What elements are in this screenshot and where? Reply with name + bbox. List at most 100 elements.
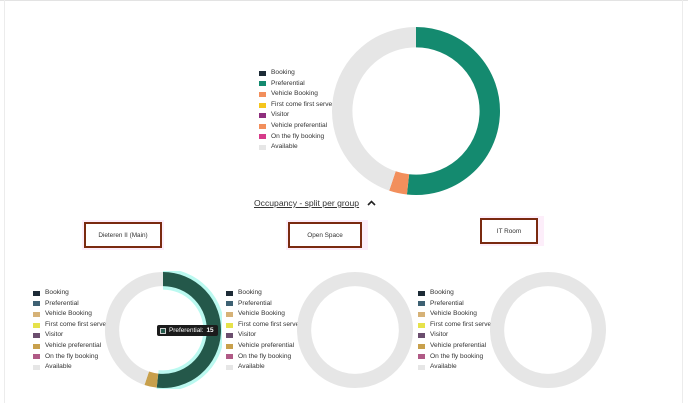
legend-item[interactable]: Vehicle preferential <box>226 341 299 352</box>
legend-swatch <box>33 322 40 328</box>
donut-slice-available[interactable] <box>297 272 413 388</box>
legend-label: Visitor <box>238 331 257 339</box>
legend-item[interactable]: Preferential <box>418 299 491 310</box>
tooltip-value: 15 <box>206 327 214 334</box>
legend-label: On the fly booking <box>45 352 99 360</box>
legend-label: Visitor <box>45 331 64 339</box>
legend-label: Preferential <box>238 299 272 307</box>
legend-label: Available <box>430 363 457 371</box>
legend-swatch <box>259 144 266 150</box>
legend-item[interactable]: Booking <box>33 288 106 299</box>
group-tab-dieteren[interactable]: Dieteren II (Main) <box>82 220 164 250</box>
left-border <box>4 0 5 403</box>
donut-slice-vehicle-preferential[interactable] <box>389 171 410 195</box>
legend-swatch <box>259 134 266 140</box>
legend-swatch <box>418 343 425 349</box>
legend-label: Visitor <box>271 111 290 119</box>
legend-swatch <box>226 343 233 349</box>
legend-swatch <box>418 311 425 317</box>
chevron-up-icon <box>367 198 376 208</box>
legend-swatch <box>33 290 40 296</box>
legend-swatch <box>418 364 425 370</box>
legend-swatch <box>418 354 425 360</box>
legend-label: First come first serve <box>238 320 300 328</box>
legend-swatch <box>259 81 266 87</box>
legend-item[interactable]: First come first serve <box>226 320 299 331</box>
top-border <box>0 0 688 1</box>
legend-label: On the fly booking <box>238 352 292 360</box>
legend-swatch <box>226 333 233 339</box>
legend-label: Preferential <box>45 299 79 307</box>
legend-item[interactable]: Vehicle Booking <box>418 309 491 320</box>
group-tab-it-room[interactable]: IT Room <box>480 216 544 246</box>
group-tab-label: IT Room <box>480 218 538 244</box>
occupancy-toggle[interactable]: Occupancy - split per group <box>254 198 376 208</box>
legend-item[interactable]: Vehicle Booking <box>259 89 332 100</box>
legend-label: Vehicle Booking <box>271 90 318 98</box>
legend-item[interactable]: Available <box>418 362 491 373</box>
legend-swatch <box>33 364 40 370</box>
top-donut-chart[interactable] <box>331 26 501 196</box>
legend-label: First come first serve <box>430 320 492 328</box>
it-room-donut-chart[interactable] <box>489 271 607 389</box>
legend-label: Preferential <box>271 79 305 87</box>
legend-item[interactable]: Preferential <box>33 299 106 310</box>
legend-label: Booking <box>271 69 295 76</box>
donut-slice-available[interactable] <box>105 272 164 385</box>
legend-label: Vehicle Booking <box>430 310 477 318</box>
legend-item[interactable]: Visitor <box>418 330 491 341</box>
legend-swatch <box>33 333 40 339</box>
legend-item[interactable]: Booking <box>259 68 332 79</box>
donut-slice-available[interactable] <box>332 27 417 191</box>
legend-item[interactable]: Booking <box>226 288 299 299</box>
legend-swatch <box>33 301 40 307</box>
legend-swatch <box>418 333 425 339</box>
donut-slice-preferential[interactable] <box>406 27 500 195</box>
legend-item[interactable]: Visitor <box>259 110 332 121</box>
legend-label: Booking <box>45 289 69 296</box>
legend-item[interactable]: Visitor <box>33 330 106 341</box>
legend-label: Available <box>45 363 72 371</box>
legend-item[interactable]: Vehicle Booking <box>33 309 106 320</box>
legend-item[interactable]: First come first serve <box>259 100 332 111</box>
legend-item[interactable]: Booking <box>418 288 491 299</box>
legend-label: Vehicle preferential <box>430 341 487 349</box>
legend-item[interactable]: Available <box>226 362 299 373</box>
group-legend-dieteren: Booking Preferential Vehicle Booking Fir… <box>33 288 106 373</box>
legend-swatch <box>33 311 40 317</box>
legend-item[interactable]: First come first serve <box>33 320 106 331</box>
group-tab-open-space[interactable]: Open Space <box>286 220 368 250</box>
legend-swatch <box>259 91 266 97</box>
legend-label: On the fly booking <box>271 132 325 140</box>
legend-swatch <box>259 102 266 108</box>
legend-item[interactable]: Preferential <box>259 79 332 90</box>
legend-item[interactable]: On the fly booking <box>226 352 299 363</box>
legend-item[interactable]: Preferential <box>226 299 299 310</box>
legend-swatch <box>418 290 425 296</box>
tooltip-swatch <box>160 327 166 334</box>
open-space-donut-chart[interactable] <box>296 271 414 389</box>
legend-item[interactable]: On the fly booking <box>418 352 491 363</box>
legend-item[interactable]: On the fly booking <box>259 132 332 143</box>
donut-slice-vehicle-preferential[interactable] <box>144 371 159 388</box>
legend-item[interactable]: Vehicle preferential <box>33 341 106 352</box>
donut-slice-available[interactable] <box>490 272 606 388</box>
legend-item[interactable]: Available <box>33 362 106 373</box>
group-legend-it-room: Booking Preferential Vehicle Booking Fir… <box>418 288 491 373</box>
legend-label: Vehicle preferential <box>271 121 328 129</box>
legend-swatch <box>226 301 233 307</box>
legend-item[interactable]: Vehicle preferential <box>418 341 491 352</box>
legend-item[interactable]: On the fly booking <box>33 352 106 363</box>
legend-swatch <box>226 311 233 317</box>
legend-swatch <box>226 322 233 328</box>
legend-item[interactable]: Vehicle preferential <box>259 121 332 132</box>
legend-label: Vehicle Booking <box>238 310 285 318</box>
chart-tooltip: Preferential: 15 <box>157 325 218 336</box>
legend-item[interactable]: Vehicle Booking <box>226 309 299 320</box>
legend-label: Vehicle preferential <box>45 341 102 349</box>
legend-item[interactable]: First come first serve <box>418 320 491 331</box>
legend-swatch <box>226 354 233 360</box>
legend-item[interactable]: Available <box>259 142 332 153</box>
top-legend: Booking Preferential Vehicle Booking Fir… <box>259 68 332 153</box>
legend-item[interactable]: Visitor <box>226 330 299 341</box>
